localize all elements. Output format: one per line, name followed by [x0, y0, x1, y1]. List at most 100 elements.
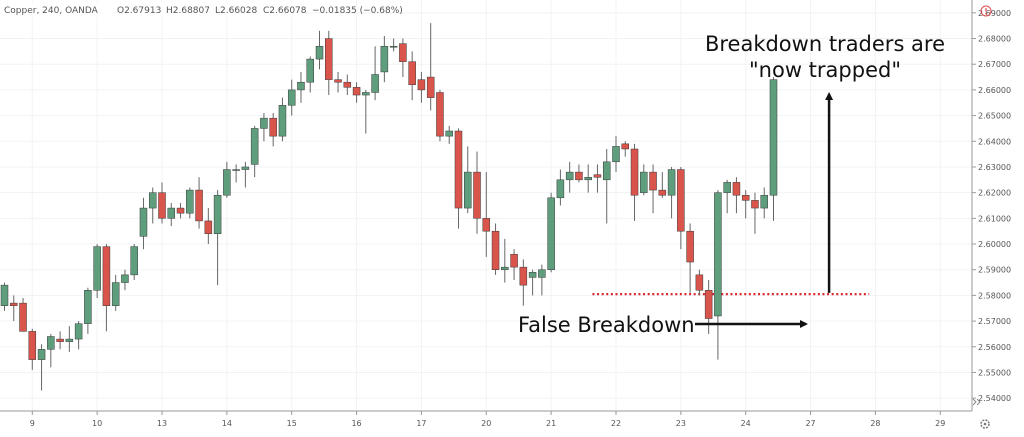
- candle-body-up: [213, 194, 222, 235]
- candle-body-down: [408, 61, 416, 86]
- candle: [695, 269, 704, 296]
- candle: [65, 326, 74, 352]
- candle: [28, 328, 37, 370]
- price-tick-label: 2.64000: [978, 137, 1011, 146]
- price-tick-label: 2.62000: [978, 189, 1011, 198]
- candle-body-up: [47, 336, 55, 350]
- candle-body-down: [10, 302, 18, 306]
- candle: [250, 125, 259, 178]
- candle-body-down: [741, 194, 750, 201]
- candle: [371, 46, 379, 101]
- candle-body-up: [556, 179, 565, 199]
- alert-circle-icon[interactable]: [980, 5, 992, 17]
- legend-high: H2.68807: [166, 6, 210, 16]
- legend-symbol: Copper, 240, OANDA: [4, 6, 99, 16]
- candle: [686, 223, 694, 293]
- candle: [723, 179, 731, 214]
- candle: [47, 333, 55, 368]
- candle-body-down: [426, 76, 435, 98]
- candle-body-down: [575, 171, 583, 181]
- price-tick-label: 2.58000: [978, 291, 1011, 300]
- time-tick-label: 20: [481, 419, 491, 428]
- candle: [204, 208, 213, 245]
- candle: [519, 259, 528, 306]
- candle-body-up: [241, 166, 250, 170]
- candle-body-up: [445, 130, 453, 137]
- price-axis[interactable]: 2.54000 2.55000 2.56000 2.57000 2.58000 2.590…: [972, 9, 1011, 403]
- candle: [334, 71, 342, 93]
- candle-body-up: [250, 128, 259, 165]
- candle: [482, 172, 491, 257]
- candle-body-down: [519, 266, 528, 286]
- candle-body-up: [74, 323, 83, 340]
- candle-body-up: [278, 105, 287, 137]
- candle: [649, 164, 657, 214]
- candle-body-down: [510, 254, 518, 268]
- price-tick-label: 2.54000: [978, 394, 1011, 403]
- candles-group: [0, 23, 778, 391]
- candle-body-down: [658, 189, 667, 196]
- time-tick-label: 16: [351, 419, 361, 428]
- candle-body-up: [602, 161, 611, 181]
- candle-body-down: [102, 246, 111, 306]
- candle: [352, 82, 361, 103]
- candle: [306, 56, 314, 93]
- candle-body-down: [649, 171, 657, 191]
- scroll-right-icon[interactable]: [972, 398, 981, 406]
- candle-body-up: [111, 282, 120, 306]
- candle: [111, 274, 120, 311]
- annotations-group: Breakdown traders are"now trapped" False …: [518, 32, 945, 337]
- candle-body-up: [65, 338, 74, 342]
- candle-body-up: [186, 189, 194, 214]
- time-tick-label: 22: [611, 419, 621, 428]
- candle: [269, 113, 277, 147]
- time-tick-label: 21: [546, 419, 556, 428]
- candle-body-up: [223, 169, 231, 196]
- price-tick-label: 2.67000: [978, 60, 1011, 69]
- candle-body-down: [695, 274, 704, 291]
- candle: [454, 128, 463, 229]
- time-tick-label: 13: [157, 419, 167, 428]
- candle-body-down: [176, 207, 185, 214]
- candle-body-down: [677, 169, 685, 232]
- candle-body-down: [204, 220, 213, 235]
- legend-header: Copper, 240, OANDA O2.67913 H2.68807 L2.…: [2, 2, 403, 17]
- candle-body-up: [371, 74, 379, 93]
- candle: [426, 23, 435, 111]
- candle-body-down: [28, 331, 37, 360]
- candle-body-down: [325, 38, 333, 80]
- time-axis[interactable]: 9 10 13 14 15 16 17 20 21 22 23 24 27 28 29: [30, 411, 946, 428]
- legend-open: O2.67913: [117, 6, 161, 16]
- gear-icon[interactable]: [980, 419, 990, 429]
- candle-body-up: [501, 266, 509, 270]
- time-tick-label: 28: [870, 419, 880, 428]
- legend-low: L2.66028: [215, 6, 258, 16]
- candle: [93, 244, 101, 298]
- candle: [751, 192, 759, 234]
- candle-body-down: [686, 230, 694, 263]
- candle: [510, 249, 518, 280]
- candle-body-down: [593, 174, 602, 178]
- candle: [315, 30, 324, 70]
- candle: [501, 238, 509, 283]
- candle-body-up: [612, 146, 620, 163]
- candle-body-up: [538, 269, 546, 278]
- candle-body-up: [389, 45, 398, 48]
- candle: [297, 71, 305, 103]
- candle-body-down: [732, 182, 741, 196]
- candle: [213, 190, 222, 286]
- price-tick-label: 2.63000: [978, 163, 1011, 172]
- candle: [74, 321, 83, 350]
- candle: [389, 38, 398, 52]
- time-tick-label: 9: [30, 419, 35, 428]
- candle: [232, 164, 240, 183]
- candle-body-up: [528, 272, 537, 278]
- candle-body-down: [19, 302, 27, 332]
- candle-body-down: [56, 338, 64, 342]
- candle: [56, 331, 64, 350]
- candle: [408, 51, 416, 101]
- price-tick-label: 2.60000: [978, 240, 1011, 249]
- candle: [121, 269, 129, 291]
- candle: [102, 244, 111, 332]
